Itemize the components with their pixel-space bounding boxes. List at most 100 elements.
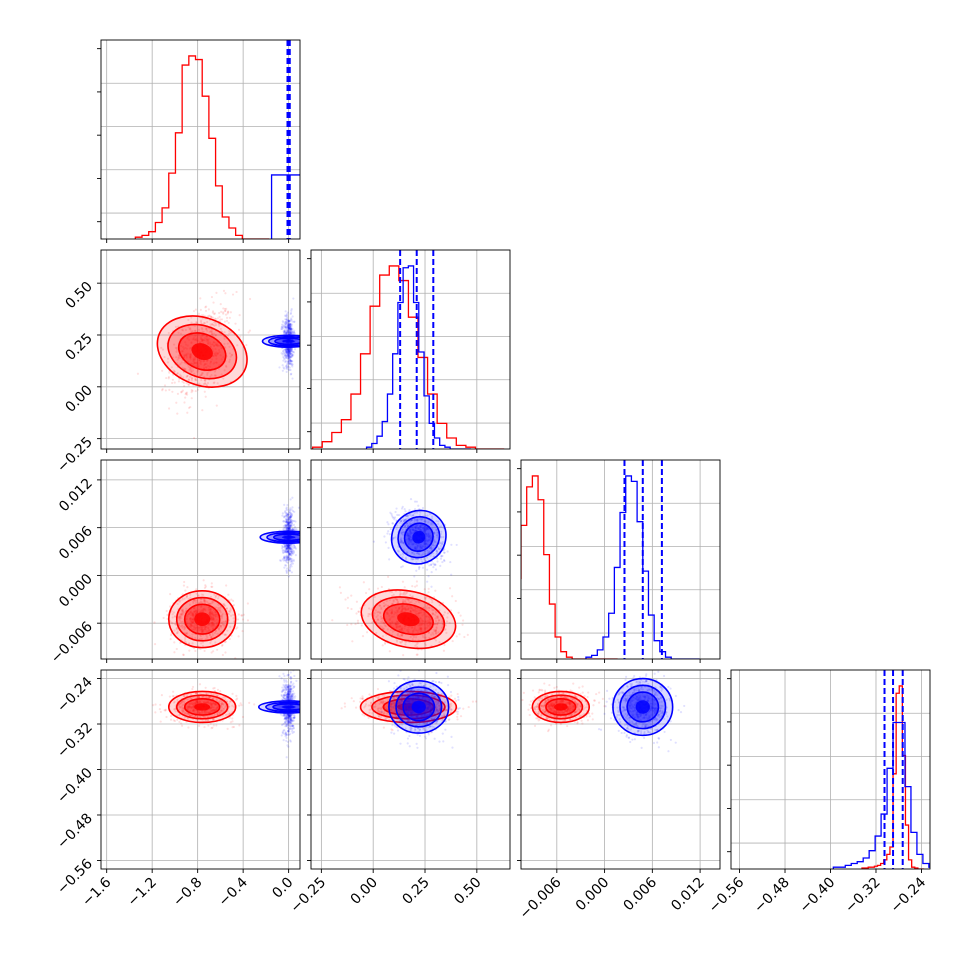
- x-tick-label: 0.000: [573, 875, 613, 915]
- y-tick-label: 0.000: [56, 571, 96, 611]
- contour-blue-2: [272, 533, 300, 542]
- contour-red-1: [167, 323, 238, 380]
- histogram-blue-p1: [365, 265, 472, 449]
- plot-area: [312, 250, 505, 449]
- panel-0-0: [97, 39, 301, 243]
- y-tick-label: −0.006: [48, 619, 96, 667]
- y-tick-label: 0.50: [62, 279, 95, 312]
- contour-blue-0: [612, 677, 674, 737]
- contour-red-1: [175, 694, 229, 720]
- y-tick-label: −0.32: [54, 720, 96, 762]
- contour-blue-2: [272, 703, 300, 711]
- axes-frame: [310, 459, 511, 660]
- plot-area: [152, 670, 300, 759]
- contour-red-0: [531, 690, 591, 724]
- x-tick-label: −0.25: [288, 875, 330, 917]
- contour-red-2: [382, 603, 434, 636]
- axes-frame: [100, 39, 301, 240]
- y-tick-label: −0.48: [54, 811, 96, 853]
- histogram-red-p2: [521, 475, 618, 659]
- contour-blue-0: [259, 530, 300, 544]
- x-tick-label: −1.6: [79, 874, 114, 909]
- histogram-blue-p3: [832, 721, 930, 869]
- plot-area: [340, 670, 478, 749]
- x-tick-label: 0.006: [621, 874, 661, 914]
- axes-frame: [520, 459, 721, 660]
- y-tick-label: −0.24: [54, 674, 96, 716]
- contour-red-1: [175, 596, 229, 642]
- x-tick-label: 0.0: [269, 875, 296, 902]
- x-tick-label: −0.8: [170, 875, 205, 910]
- panel-2-0: −0.006 0.000 0.006 0.012: [48, 459, 301, 667]
- x-tick-label: 0.00: [348, 875, 381, 908]
- grid: [521, 670, 720, 869]
- x-tick-label: 0.25: [399, 875, 432, 908]
- plot-area: [134, 40, 300, 239]
- contour-blue-1: [397, 516, 441, 559]
- contour-red-0: [167, 589, 237, 649]
- contour-blue-1: [265, 701, 300, 713]
- y-tick-label: 0.012: [56, 475, 96, 515]
- contour-blue-0: [390, 509, 447, 565]
- plot-area: [153, 496, 300, 659]
- contour-red-2: [183, 603, 221, 635]
- x-tick-label: −0.32: [842, 875, 884, 917]
- contour-red-0: [359, 690, 458, 724]
- panel-1-1: [307, 249, 511, 453]
- contour-blue-1: [266, 531, 300, 543]
- grid: [101, 670, 300, 869]
- contour-red-1: [371, 694, 446, 720]
- contour-red-1: [538, 694, 584, 720]
- y-tick-label: 0.25: [62, 331, 95, 364]
- x-tick-label: 0.50: [451, 875, 484, 908]
- x-tick-label: −1.2: [125, 875, 160, 910]
- contour-red-0: [167, 690, 237, 724]
- panels: −0.250.000.250.50−0.0060.0000.0060.012−0…: [48, 39, 931, 922]
- contour-blue-2: [403, 522, 434, 553]
- contour-red-1: [371, 596, 446, 643]
- panel-1-0: −0.25 0.00 0.25 0.50: [54, 249, 301, 476]
- x-tick-label: −0.48: [751, 875, 793, 917]
- contour-blue-0: [388, 680, 450, 734]
- axes-frame: [310, 249, 511, 450]
- x-tick-label: −0.56: [706, 874, 748, 916]
- contour-red-0: [360, 589, 457, 650]
- panel-3-1: −0.25 0.00 0.25 0.50: [288, 669, 511, 917]
- panel-2-2: [517, 459, 721, 663]
- contour-blue-1: [395, 686, 443, 728]
- axes-frame: [100, 249, 301, 450]
- histogram-blue-p0: [270, 174, 300, 239]
- contour-blue-1: [619, 684, 667, 730]
- contour-blue-2: [402, 692, 436, 722]
- x-tick-label: −0.4: [216, 874, 251, 909]
- y-tick-label: 0.00: [62, 382, 95, 415]
- x-tick-label: −0.40: [797, 875, 839, 917]
- plot-area: [331, 497, 469, 657]
- contour-blue-1: [267, 335, 300, 347]
- x-tick-label: −0.24: [888, 874, 930, 916]
- contour-red-2: [382, 698, 435, 716]
- plot-area: [832, 670, 930, 869]
- contour-red-2: [545, 698, 577, 716]
- histogram-red-p1: [312, 265, 505, 449]
- y-tick-label: −0.25: [54, 434, 96, 476]
- plot-area: [521, 670, 686, 753]
- contour-blue-0: [257, 700, 300, 714]
- axes-frame: [100, 459, 301, 660]
- x-tick-label: −0.006: [517, 874, 565, 922]
- contour-red-2: [177, 332, 227, 371]
- plot-area: [136, 289, 300, 440]
- y-tick-label: −0.40: [54, 765, 96, 807]
- grid: [101, 40, 300, 239]
- grid: [311, 250, 510, 449]
- panel-3-0: −0.56−0.48−0.40−0.32−0.24−1.6 −1.2 −0.8 −0.…: [54, 669, 301, 910]
- contour-red-2: [183, 698, 221, 716]
- grid: [731, 670, 930, 869]
- y-tick-label: 0.006: [56, 523, 96, 563]
- panel-3-3: −0.56 −0.48 −0.40 −0.32 −0.24: [706, 669, 931, 917]
- contour-blue-0: [261, 334, 300, 348]
- panel-3-2: −0.006 0.000 0.006 0.012: [517, 669, 721, 922]
- panel-2-1: [307, 459, 511, 663]
- x-tick-label: 0.012: [668, 875, 708, 915]
